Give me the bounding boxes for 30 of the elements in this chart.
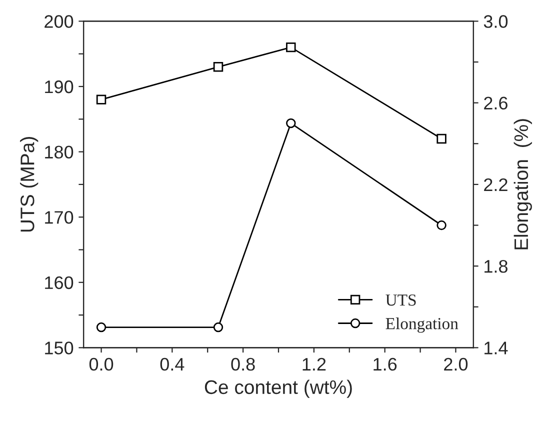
point bbox=[286, 118, 296, 128]
x-tick-label: 1.6 bbox=[374, 358, 397, 371]
y2-tick-label: 2.2 bbox=[484, 178, 508, 191]
y2-tick-label: 1.4 bbox=[484, 342, 508, 354]
y-tick-label: 170 bbox=[45, 211, 74, 224]
y-tick-label: 200 bbox=[44, 15, 74, 28]
legend-label: Elongation bbox=[386, 318, 458, 333]
y2-tick-label: 2.6 bbox=[484, 96, 508, 110]
point bbox=[96, 94, 106, 104]
x-tick-label: 0.0 bbox=[89, 358, 114, 371]
point bbox=[436, 220, 446, 230]
x-axis-title: Ce content (wt%) bbox=[204, 380, 352, 398]
point bbox=[213, 322, 224, 332]
y-tick-label: 190 bbox=[45, 80, 74, 94]
x-tick-label: 0.8 bbox=[231, 358, 255, 371]
x-tick-label: 0.4 bbox=[160, 358, 184, 371]
point bbox=[96, 322, 106, 332]
y2-tick-label: 3.0 bbox=[484, 15, 508, 28]
legend-label: UTS bbox=[386, 294, 416, 306]
y-tick-label: 180 bbox=[45, 146, 74, 159]
x-tick-label: 2.0 bbox=[444, 358, 468, 371]
y2-tick-label: 1.8 bbox=[484, 260, 508, 273]
y-tick-label: 150 bbox=[45, 342, 74, 354]
y-axis-title: UTS (MPa) bbox=[20, 137, 38, 232]
point bbox=[436, 134, 446, 144]
y2-axis-title: Elongation (%) bbox=[514, 119, 532, 250]
x-tick-label: 1.2 bbox=[302, 358, 326, 370]
point bbox=[286, 42, 296, 52]
y-tick-label: 160 bbox=[45, 276, 74, 290]
point bbox=[213, 62, 224, 72]
